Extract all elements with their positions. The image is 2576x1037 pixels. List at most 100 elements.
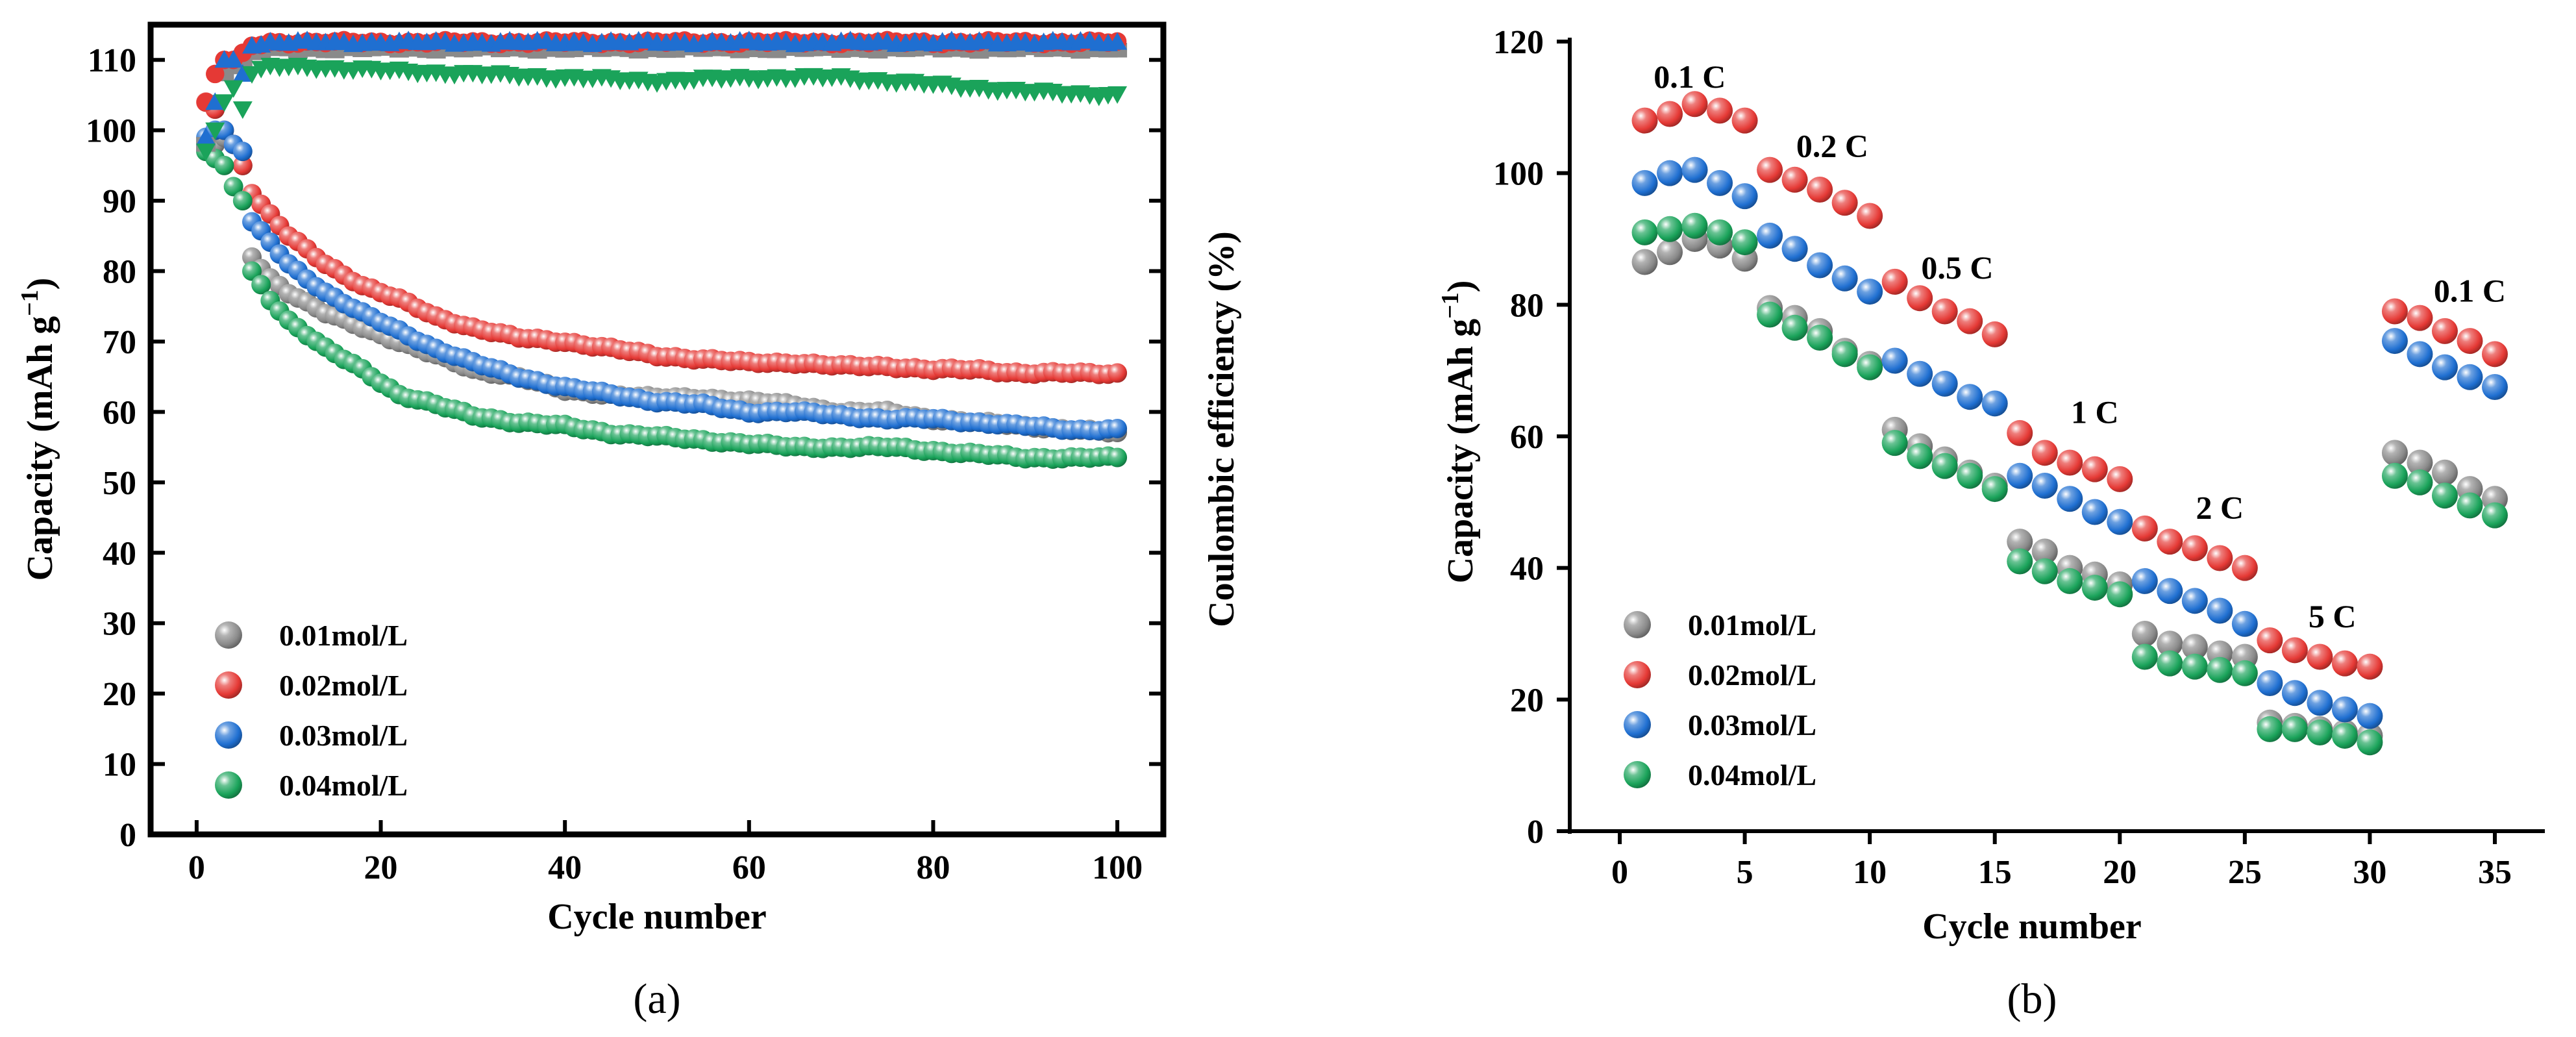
rate-point (2157, 529, 2183, 555)
rate-point (2407, 469, 2433, 495)
rate-point (2231, 610, 2258, 637)
rate-series-0.03mol/L (1631, 156, 2508, 729)
legend-marker (215, 771, 242, 799)
panel-a-frame (147, 21, 1167, 838)
rate-point (1857, 354, 1883, 381)
panel-b-plot-area (1631, 91, 2508, 756)
rate-point (2157, 650, 2183, 677)
rate-point (2331, 696, 2358, 723)
rate-point (2131, 643, 2158, 670)
rate-point (2157, 578, 2183, 605)
legend-label: 0.02mol/L (279, 669, 408, 702)
rate-point (2081, 499, 2108, 525)
x-tick-label: 0 (1611, 854, 1628, 891)
rate-series-0.02mol/L (1631, 91, 2508, 680)
rate-point (2281, 716, 2308, 742)
rate-point (2307, 643, 2333, 670)
rate-point (1707, 97, 1733, 124)
rate-point (1657, 160, 1683, 186)
capacity-point (232, 191, 253, 211)
panel-a: 0 20 40 60 80 100 0 10 20 30 40 50 60 70 80 90 100 110 C… (16, 21, 1242, 1023)
rate-point (1657, 216, 1683, 242)
legend-marker (215, 671, 242, 699)
rate-point (2131, 515, 2158, 542)
rate-point (2007, 462, 2033, 489)
rate-point (2207, 545, 2233, 571)
rate-point (1957, 462, 1983, 489)
rate-point (2031, 473, 2058, 499)
rate-point (2357, 703, 2383, 729)
rate-point (2457, 328, 2483, 355)
rate-label: 5 C (2309, 598, 2357, 634)
ce-point (196, 144, 216, 162)
y-tick-label: 90 (103, 183, 136, 220)
rate-point (2057, 568, 2083, 594)
legend-marker (215, 721, 242, 749)
capacity-point (214, 155, 234, 175)
panel-b-x-ticks: 0 5 10 15 20 25 30 35 (1611, 831, 2512, 891)
rate-point (2381, 328, 2408, 355)
ce-point (232, 101, 253, 119)
rate-point (2481, 374, 2508, 400)
rate-point (2331, 650, 2358, 677)
rate-point (2057, 486, 2083, 512)
rate-point (2407, 305, 2433, 331)
capacity-point (232, 142, 253, 162)
rate-point (1807, 325, 1833, 351)
y-tick-label: 100 (86, 113, 136, 150)
rate-point (1881, 347, 1908, 374)
rate-point (2281, 680, 2308, 706)
legend-label: 0.02mol/L (1688, 658, 1816, 692)
rate-point (2081, 575, 2108, 601)
ce-point (205, 92, 225, 110)
panel-a-caption: (a) (633, 975, 680, 1023)
y-tick-label: 60 (103, 394, 136, 431)
rate-point (1857, 279, 1883, 305)
y-tick-label: 40 (1510, 551, 1544, 588)
rate-point (2431, 459, 2458, 486)
rate-point (2157, 631, 2183, 657)
rate-point (1881, 430, 1908, 456)
y-tick-label: 60 (1510, 419, 1544, 456)
rate-point (2357, 653, 2383, 680)
rate-point (1907, 285, 1933, 312)
rate-point (2107, 466, 2133, 492)
rate-point (1731, 107, 1758, 134)
ce-point (223, 80, 243, 98)
rate-point (1907, 360, 1933, 387)
rate-point (1981, 321, 2008, 347)
ce-point (205, 122, 225, 140)
legend-marker (215, 621, 242, 649)
y-tick-label: 80 (103, 254, 136, 291)
panel-a-y-ticks: 0 10 20 30 40 50 60 70 80 90 100 110 (86, 42, 1163, 854)
rate-point (1681, 156, 1708, 183)
rate-point (1857, 203, 1883, 229)
x-tick-label: 100 (1092, 849, 1143, 886)
y-tick-label: 100 (1493, 156, 1544, 193)
rate-point (1681, 91, 1708, 118)
legend-label: 0.01mol/L (1688, 608, 1816, 642)
rate-point (1757, 156, 1783, 183)
panel-b-caption: (b) (2007, 975, 2057, 1023)
rate-point (2057, 449, 2083, 476)
rate-point (1781, 166, 1808, 193)
rate-point (2257, 716, 2283, 742)
rate-point (1707, 169, 1733, 196)
y-tick-label: 80 (1510, 287, 1544, 324)
y-tick-label: 40 (103, 535, 136, 572)
rate-point (2257, 627, 2283, 654)
ce-point (223, 50, 243, 68)
ce-point (1108, 86, 1128, 104)
panel-b: 0 5 10 15 20 25 30 35 0 20 40 60 80 100 120 0.1 C 0.2 … (1437, 24, 2545, 1023)
legend-label: 0.04mol/L (1688, 758, 1816, 792)
capacity-point (1108, 363, 1128, 383)
rate-point (1631, 219, 1658, 245)
ce-series-0.04mol/L (196, 57, 1128, 162)
capacity-point (223, 177, 243, 197)
rate-point (2181, 653, 2208, 680)
rate-point (2357, 729, 2383, 756)
capacity-point (251, 275, 271, 295)
panel-b-legend: 0.01mol/L 0.02mol/L 0.03mol/L 0.04mol/L (1624, 608, 1816, 792)
rate-point (1681, 212, 1708, 239)
